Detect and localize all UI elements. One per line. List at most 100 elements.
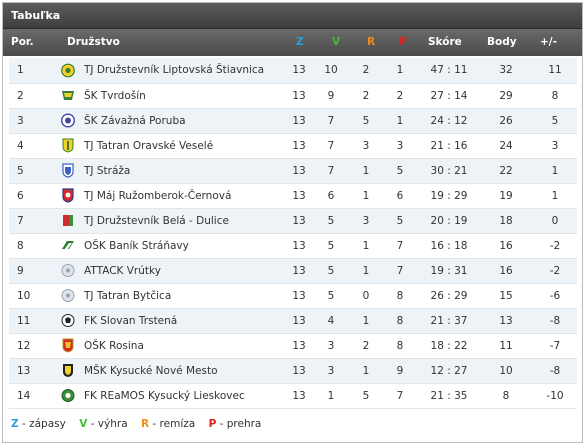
cell-position: 2: [17, 89, 24, 102]
cell-position: 11: [17, 314, 31, 327]
cell-wins: 3: [327, 339, 335, 352]
team-crest-icon: [61, 63, 75, 78]
cell-team: TJ Tatran Oravské Veselé: [61, 133, 287, 158]
header-points: Body: [487, 36, 517, 48]
cell-losses: 6: [396, 189, 404, 202]
cell-losses: 5: [396, 164, 404, 177]
cell-points: 16: [499, 264, 513, 277]
legend-p-text: - prehra: [216, 418, 262, 430]
cell-team: ATTACK Vrútky: [61, 258, 287, 283]
table-row: 5 TJ Stráža 13 7 1 5 30 : 21 22 1: [9, 158, 577, 183]
cell-draws: 1: [362, 264, 370, 277]
team-name[interactable]: TJ Tatran Bytčica: [84, 289, 172, 302]
team-crest-icon: [60, 113, 76, 128]
cell-draws: 2: [362, 339, 370, 352]
header-v: V: [332, 36, 341, 48]
cell-wins: 6: [327, 189, 335, 202]
cell-score: 19 : 29: [430, 189, 468, 202]
team-name[interactable]: TJ Máj Ružomberok-Černová: [84, 189, 232, 202]
team-crest-icon: [61, 338, 75, 353]
cell-draws: 3: [362, 139, 370, 152]
cell-losses: 8: [396, 289, 404, 302]
cell-diff: -10: [546, 389, 564, 402]
cell-draws: 5: [362, 114, 370, 127]
cell-points: 18: [499, 214, 513, 227]
team-name[interactable]: TJ Stráža: [84, 164, 131, 177]
cell-wins: 10: [324, 64, 338, 77]
cell-losses: 2: [396, 89, 404, 102]
cell-played: 13: [292, 114, 306, 127]
cell-draws: 1: [362, 189, 370, 202]
cell-points: 11: [499, 339, 513, 352]
team-crest-icon: [61, 188, 75, 203]
cell-score: 21 : 16: [430, 139, 468, 152]
table-header: Por. Družstvo Z V R P Skóre Body +/-: [3, 29, 582, 56]
team-crest-icon: [61, 238, 75, 253]
team-name[interactable]: FK Slovan Trstená: [84, 314, 178, 327]
cell-played: 13: [292, 289, 306, 302]
header-score: Skóre: [428, 36, 462, 48]
table-row: 1 TJ Družstevník Liptovská Štiavnica 13 10 2…: [9, 58, 577, 83]
cell-team: TJ Stráža: [61, 158, 287, 183]
cell-wins: 5: [327, 264, 335, 277]
cell-points: 19: [499, 189, 513, 202]
cell-points: 10: [499, 364, 513, 377]
cell-wins: 7: [327, 164, 335, 177]
cell-losses: 8: [396, 339, 404, 352]
cell-played: 13: [292, 139, 306, 152]
cell-played: 13: [292, 89, 306, 102]
team-name[interactable]: ŠK Závažná Poruba: [84, 114, 186, 127]
cell-position: 6: [17, 189, 24, 202]
team-crest-icon: [61, 263, 75, 278]
table-row: 11 FK Slovan Trstená 13 4 1 8 21 : 37 13 -8: [9, 308, 577, 333]
cell-position: 14: [17, 389, 31, 402]
cell-position: 10: [17, 289, 31, 302]
cell-diff: -2: [549, 239, 561, 252]
team-name[interactable]: FK REaMOS Kysucký Lieskovec: [84, 389, 245, 402]
cell-losses: 9: [396, 364, 404, 377]
cell-team: ŠK Tvrdošín: [61, 83, 287, 108]
cell-points: 16: [499, 239, 513, 252]
team-name[interactable]: MŠK Kysucké Nové Mesto: [84, 364, 218, 377]
team-name[interactable]: OŠK Rosina: [84, 339, 144, 352]
cell-points: 22: [499, 164, 513, 177]
cell-diff: -8: [549, 364, 561, 377]
cell-diff: 0: [551, 214, 559, 227]
cell-points: 8: [502, 389, 510, 402]
cell-diff: 8: [551, 89, 559, 102]
cell-score: 19 : 31: [430, 264, 468, 277]
cell-team: FK Slovan Trstená: [61, 308, 287, 333]
cell-wins: 3: [327, 364, 335, 377]
team-crest-icon: [61, 313, 75, 328]
cell-position: 8: [17, 239, 24, 252]
cell-score: 20 : 19: [430, 214, 468, 227]
cell-diff: -2: [549, 264, 561, 277]
cell-played: 13: [292, 339, 306, 352]
cell-wins: 7: [327, 114, 335, 127]
team-name[interactable]: TJ Tatran Oravské Veselé: [84, 139, 214, 152]
cell-diff: 1: [551, 164, 559, 177]
cell-diff: 11: [548, 64, 562, 77]
team-name[interactable]: TJ Družstevník Liptovská Štiavnica: [84, 64, 265, 77]
cell-wins: 1: [327, 389, 335, 402]
cell-played: 13: [292, 239, 306, 252]
cell-diff: -6: [549, 289, 561, 302]
table-row: 8 OŠK Baník Stráňavy 13 5 1 7 16 : 18 16 -2: [9, 233, 577, 258]
cell-position: 7: [17, 214, 24, 227]
team-name[interactable]: OŠK Baník Stráňavy: [84, 239, 189, 252]
cell-draws: 5: [362, 389, 370, 402]
cell-diff: 5: [551, 114, 559, 127]
cell-played: 13: [292, 189, 306, 202]
table-row: 6 TJ Máj Ružomberok-Černová 13 6 1 6 19 : 29 19…: [9, 183, 577, 208]
legend-r-text: - remíza: [149, 418, 196, 430]
table-row: 7 TJ Družstevník Belá - Dulice 13 5 3 5 20 : 1…: [9, 208, 577, 233]
cell-wins: 7: [327, 139, 335, 152]
cell-team: FK REaMOS Kysucký Lieskovec: [61, 383, 287, 408]
team-name[interactable]: TJ Družstevník Belá - Dulice: [84, 214, 229, 227]
team-crest-icon: [61, 288, 75, 303]
team-name[interactable]: ŠK Tvrdošín: [84, 89, 146, 102]
table-row: 13 MŠK Kysucké Nové Mesto 13 3 1 9 12 : 27 10 -8: [9, 358, 577, 383]
cell-played: 13: [292, 64, 306, 77]
team-name[interactable]: ATTACK Vrútky: [84, 264, 161, 277]
cell-points: 15: [499, 289, 513, 302]
